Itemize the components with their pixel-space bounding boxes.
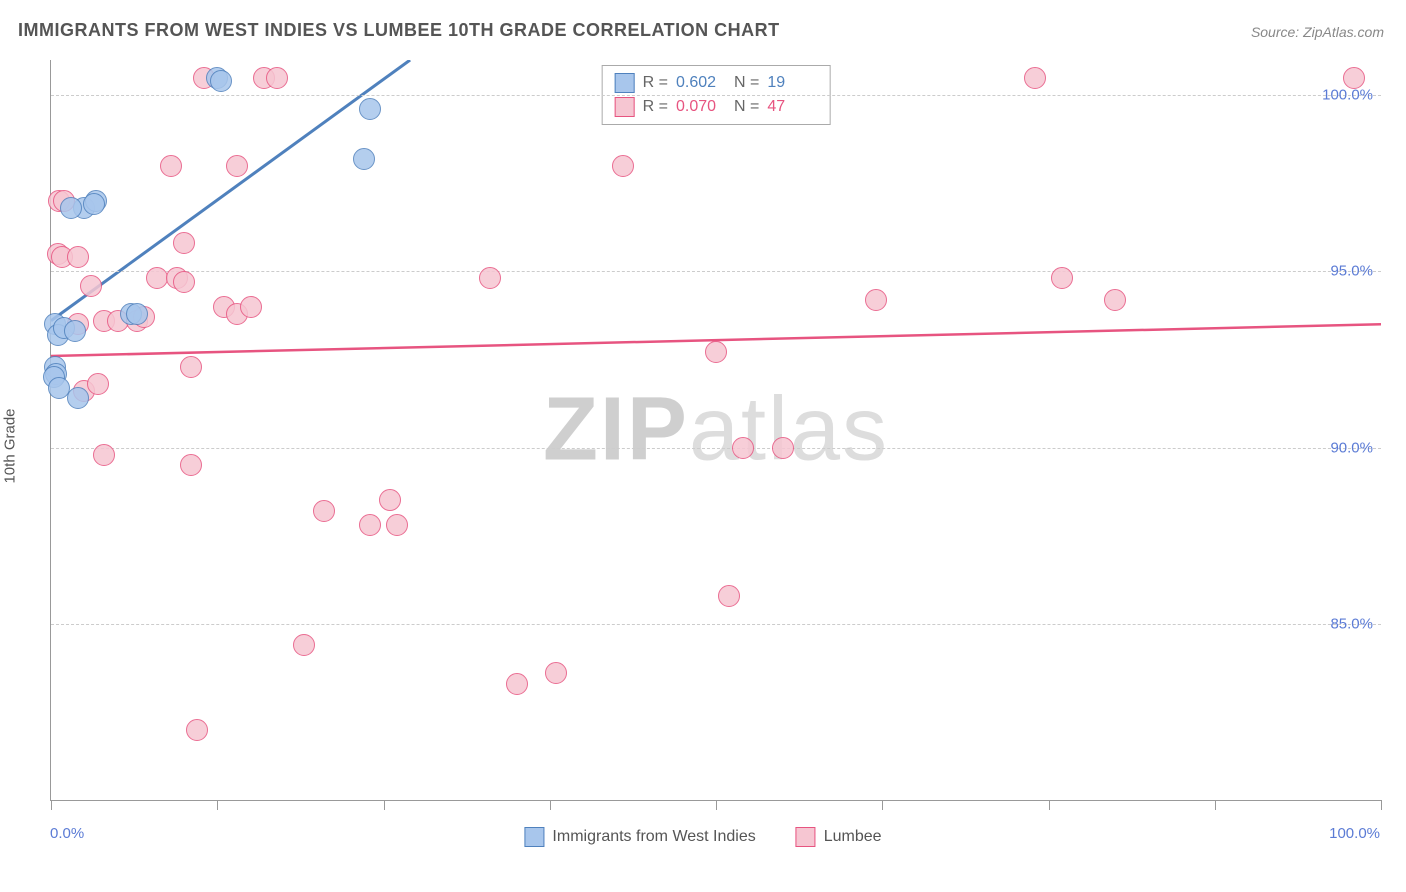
gridline <box>51 448 1381 449</box>
x-tick <box>882 800 883 810</box>
x-tick <box>716 800 717 810</box>
scatter-point <box>1343 67 1365 89</box>
n-value: 47 <box>767 98 817 116</box>
scatter-point <box>173 271 195 293</box>
r-label: R = <box>643 98 668 116</box>
swatch-icon <box>615 73 635 93</box>
x-tick <box>1381 800 1382 810</box>
scatter-point <box>612 155 634 177</box>
scatter-point <box>93 444 115 466</box>
scatter-point <box>772 437 794 459</box>
scatter-point <box>67 387 89 409</box>
scatter-point <box>87 373 109 395</box>
x-axis-max-label: 100.0% <box>1329 825 1380 842</box>
scatter-point <box>545 662 567 684</box>
stats-row-lumbee: R = 0.070 N = 47 <box>615 95 818 119</box>
watermark: ZIPatlas <box>543 379 889 482</box>
scatter-point <box>359 98 381 120</box>
scatter-point <box>379 489 401 511</box>
scatter-point <box>506 673 528 695</box>
gridline <box>51 271 1381 272</box>
x-axis-min-label: 0.0% <box>50 825 84 842</box>
x-tick <box>217 800 218 810</box>
source-label: Source: ZipAtlas.com <box>1251 24 1384 40</box>
scatter-point <box>386 514 408 536</box>
scatter-point <box>64 320 86 342</box>
scatter-point <box>732 437 754 459</box>
scatter-point <box>60 197 82 219</box>
scatter-point <box>180 454 202 476</box>
trendlines-svg <box>51 60 1381 800</box>
scatter-point <box>186 719 208 741</box>
legend-label: Lumbee <box>824 828 882 846</box>
scatter-point <box>705 341 727 363</box>
watermark-bold: ZIP <box>543 380 689 480</box>
y-tick-label: 95.0% <box>1330 263 1373 280</box>
scatter-point <box>359 514 381 536</box>
r-label: R = <box>643 74 668 92</box>
legend-item-immigrants: Immigrants from West Indies <box>524 827 755 847</box>
stats-row-immigrants: R = 0.602 N = 19 <box>615 71 818 95</box>
swatch-icon <box>615 97 635 117</box>
scatter-point <box>180 356 202 378</box>
n-label: N = <box>734 98 759 116</box>
trendline <box>51 60 410 321</box>
scatter-point <box>1024 67 1046 89</box>
y-tick-label: 100.0% <box>1322 87 1373 104</box>
scatter-point <box>1051 267 1073 289</box>
chart-title: IMMIGRANTS FROM WEST INDIES VS LUMBEE 10… <box>18 20 780 41</box>
scatter-point <box>718 585 740 607</box>
y-tick-label: 85.0% <box>1330 615 1373 632</box>
x-tick <box>550 800 551 810</box>
scatter-point <box>293 634 315 656</box>
scatter-point <box>126 303 148 325</box>
scatter-point <box>479 267 501 289</box>
gridline <box>51 624 1381 625</box>
scatter-point <box>160 155 182 177</box>
scatter-point <box>146 267 168 289</box>
x-tick <box>1215 800 1216 810</box>
x-tick <box>1049 800 1050 810</box>
r-value: 0.070 <box>676 98 726 116</box>
scatter-point <box>240 296 262 318</box>
n-label: N = <box>734 74 759 92</box>
scatter-point <box>67 246 89 268</box>
swatch-icon <box>524 827 544 847</box>
scatter-point <box>1104 289 1126 311</box>
scatter-point <box>313 500 335 522</box>
gridline <box>51 95 1381 96</box>
scatter-point <box>865 289 887 311</box>
r-value: 0.602 <box>676 74 726 92</box>
n-value: 19 <box>767 74 817 92</box>
legend-label: Immigrants from West Indies <box>552 828 755 846</box>
watermark-light: atlas <box>689 380 889 480</box>
scatter-point <box>173 232 195 254</box>
y-tick-label: 90.0% <box>1330 439 1373 456</box>
scatter-point <box>353 148 375 170</box>
scatter-point <box>83 193 105 215</box>
scatter-point <box>226 155 248 177</box>
x-tick <box>384 800 385 810</box>
x-tick <box>51 800 52 810</box>
swatch-icon <box>796 827 816 847</box>
scatter-point <box>80 275 102 297</box>
bottom-legend: Immigrants from West Indies Lumbee <box>524 827 881 847</box>
scatter-point <box>266 67 288 89</box>
scatter-point <box>210 70 232 92</box>
plot-area: ZIPatlas R = 0.602 N = 19 R = 0.070 N = … <box>50 60 1381 801</box>
legend-item-lumbee: Lumbee <box>796 827 882 847</box>
y-axis-label: 10th Grade <box>2 408 19 483</box>
